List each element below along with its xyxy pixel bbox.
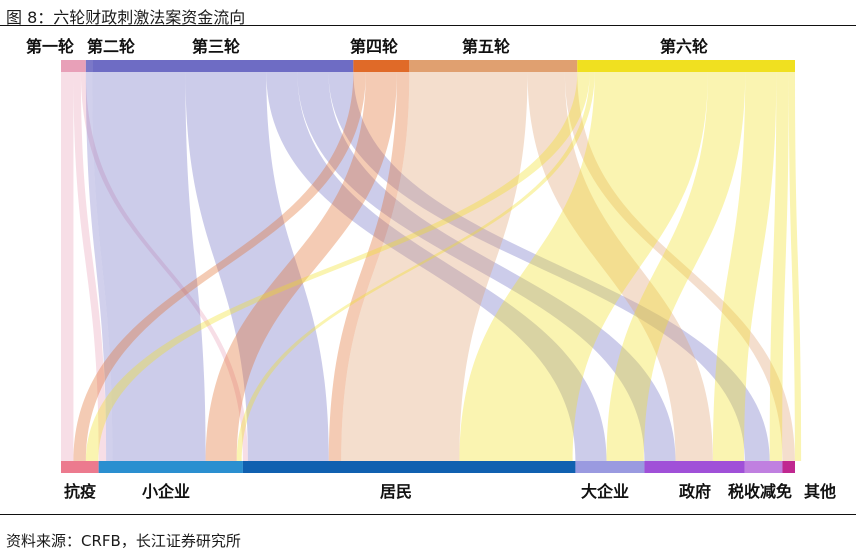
flow-r1-t1 xyxy=(61,72,74,461)
flow-r6-t7 xyxy=(788,72,802,461)
source-node-r1 xyxy=(61,60,86,72)
target-label-t7: 其他 xyxy=(804,482,836,501)
flow-links xyxy=(61,72,802,461)
flow-r1-t3 xyxy=(80,72,248,461)
target-node-t1 xyxy=(61,461,99,473)
flow-r3-t2 xyxy=(92,72,206,461)
target-node-t2 xyxy=(98,461,243,473)
flow-r6-t6 xyxy=(769,72,789,461)
flow-r6-t5 xyxy=(712,72,777,461)
figure-title: 图 8：六轮财政刺激法案资金流向 xyxy=(6,8,246,27)
top-rule xyxy=(0,25,856,26)
target-label-t3: 居民 xyxy=(380,482,412,501)
source-node-r5 xyxy=(409,60,578,72)
source-label-r4: 第四轮 xyxy=(350,37,398,56)
flow-r3-t4 xyxy=(266,72,607,461)
flow-r2-t2 xyxy=(85,72,113,461)
source-note: 资料来源：CRFB，长江证券研究所 xyxy=(6,532,241,550)
flow-r6-t2 xyxy=(236,72,595,461)
flow-r4-t1 xyxy=(73,72,366,461)
flow-r6-t1 xyxy=(85,72,590,461)
flow-r1-t2 xyxy=(73,72,107,461)
source-node-r6 xyxy=(577,60,795,72)
flow-r5-t5 xyxy=(527,72,713,461)
flow-r6-t3 xyxy=(459,72,708,461)
source-node-r4 xyxy=(353,60,410,72)
target-node-t7 xyxy=(782,461,795,473)
target-label-t4: 大企业 xyxy=(581,482,629,501)
flow-r4-t2 xyxy=(205,72,397,461)
bottom-rule xyxy=(0,514,856,515)
flow-r5-t3 xyxy=(341,72,528,461)
target-node-t5 xyxy=(644,461,745,473)
target-node-t3 xyxy=(242,461,576,473)
source-label-r6: 第六轮 xyxy=(660,37,708,56)
target-label-t6: 税收减免 xyxy=(728,482,792,501)
flow-r6-t4 xyxy=(606,72,746,461)
source-label-r1: 第一轮 xyxy=(26,37,74,56)
target-label-t5: 政府 xyxy=(679,482,711,501)
flow-r5-t7 xyxy=(564,72,795,461)
nodes xyxy=(61,60,795,473)
source-label-r2: 第二轮 xyxy=(87,37,135,56)
source-node-r2 xyxy=(85,60,93,72)
target-node-t6 xyxy=(744,461,783,473)
flow-r3-t5 xyxy=(297,72,676,461)
flow-r3-t3 xyxy=(185,72,329,461)
target-label-t2: 小企业 xyxy=(142,482,190,501)
target-node-t4 xyxy=(575,461,645,473)
target-label-t1: 抗疫 xyxy=(64,482,96,501)
flow-r3-t6 xyxy=(328,72,770,461)
source-label-r5: 第五轮 xyxy=(462,37,510,56)
flow-r4-t3 xyxy=(328,72,410,461)
source-label-r3: 第三轮 xyxy=(192,37,240,56)
source-node-r3 xyxy=(92,60,354,72)
